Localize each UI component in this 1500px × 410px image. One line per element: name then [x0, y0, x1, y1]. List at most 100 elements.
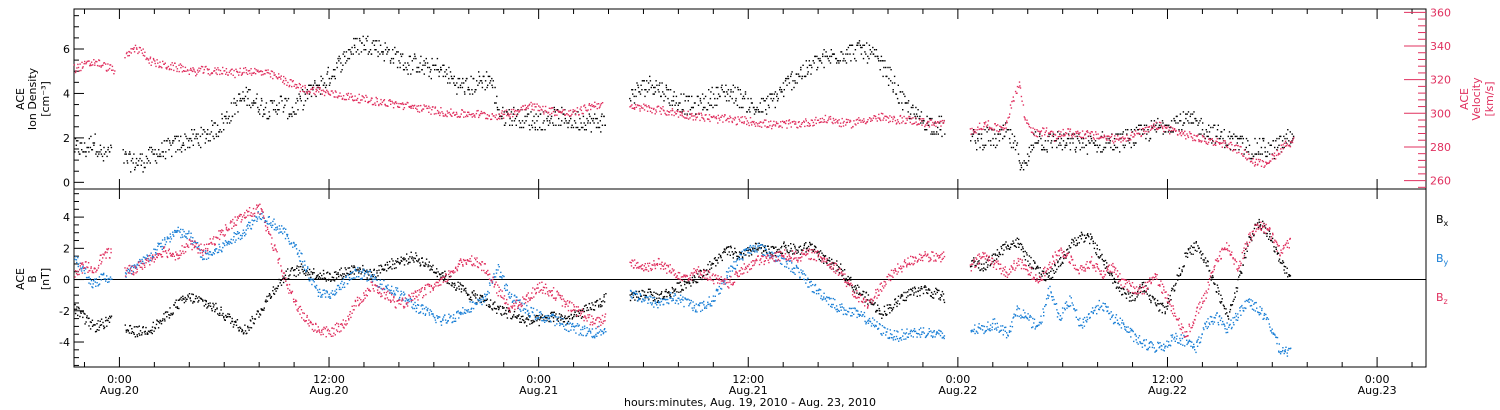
- data-point: [1281, 146, 1284, 149]
- data-point: [219, 73, 221, 76]
- data-point: [993, 259, 995, 262]
- data-point: [1072, 239, 1074, 241]
- data-point: [1199, 140, 1201, 142]
- data-point: [590, 108, 592, 111]
- data-point: [506, 114, 508, 117]
- data-point: [1173, 128, 1176, 130]
- data-point: [819, 118, 822, 120]
- data-point: [549, 122, 551, 124]
- data-point: [1049, 132, 1051, 134]
- data-point: [138, 325, 140, 327]
- data-point: [730, 91, 732, 93]
- data-point: [215, 135, 218, 138]
- data-point: [1225, 308, 1227, 310]
- data-point: [492, 302, 495, 304]
- data-point: [379, 44, 382, 46]
- data-point: [509, 124, 511, 126]
- data-point: [227, 313, 229, 315]
- data-point: [432, 106, 434, 108]
- data-point: [930, 119, 933, 121]
- data-point: [677, 116, 680, 118]
- data-point: [583, 129, 586, 131]
- data-point: [1222, 142, 1224, 144]
- data-point: [690, 115, 693, 117]
- data-point: [933, 124, 935, 127]
- data-point: [823, 49, 825, 51]
- data-point: [882, 60, 884, 62]
- data-point: [862, 57, 865, 60]
- data-point: [822, 121, 824, 123]
- data-point: [329, 273, 331, 275]
- data-point: [1230, 135, 1232, 138]
- data-point: [349, 270, 352, 273]
- data-point: [442, 275, 444, 277]
- data-point: [671, 100, 673, 102]
- data-point: [299, 97, 301, 100]
- data-point: [1270, 239, 1273, 242]
- density-tick-label: 2: [63, 132, 70, 145]
- data-point: [989, 264, 991, 267]
- data-point: [310, 95, 313, 98]
- data-point: [1042, 127, 1044, 129]
- data-point: [106, 325, 108, 327]
- data-point: [762, 97, 764, 100]
- data-point: [1126, 134, 1128, 136]
- data-point: [816, 69, 818, 71]
- data-point: [536, 103, 538, 105]
- data-point: [929, 289, 931, 291]
- data-point: [675, 113, 678, 115]
- data-point: [79, 63, 81, 65]
- data-point: [1035, 142, 1037, 144]
- data-point: [998, 251, 1000, 254]
- data-point: [236, 319, 239, 321]
- data-point: [108, 321, 111, 323]
- data-point: [1195, 117, 1197, 120]
- data-point: [342, 64, 344, 66]
- data-point: [301, 268, 303, 271]
- data-point: [407, 102, 409, 104]
- data-point: [800, 69, 802, 71]
- data-point: [631, 292, 633, 294]
- data-point: [667, 89, 670, 91]
- data-point: [92, 283, 94, 285]
- data-point: [1140, 129, 1143, 131]
- data-point: [548, 317, 551, 319]
- data-point: [126, 160, 128, 162]
- data-point: [479, 114, 481, 117]
- data-point: [96, 323, 98, 325]
- data-point: [204, 299, 206, 302]
- data-point: [749, 111, 751, 113]
- data-point: [369, 49, 372, 51]
- data-point: [826, 259, 829, 261]
- data-point: [468, 89, 470, 91]
- data-point: [296, 97, 298, 100]
- data-point: [253, 100, 255, 102]
- data-point: [1078, 140, 1080, 142]
- data-point: [246, 73, 249, 75]
- data-point: [876, 120, 878, 122]
- data-point: [98, 59, 100, 61]
- data-point: [875, 309, 878, 312]
- data-point: [473, 290, 475, 292]
- data-point: [1029, 263, 1031, 265]
- data-point: [1288, 140, 1290, 142]
- data-point: [519, 318, 521, 320]
- data-point: [894, 119, 897, 122]
- data-point: [96, 155, 99, 158]
- data-point: [1006, 120, 1008, 122]
- data-point: [756, 249, 758, 251]
- data-point: [141, 153, 143, 155]
- data-point: [518, 120, 520, 122]
- data-point: [468, 113, 470, 116]
- data-point: [522, 315, 524, 317]
- data-point: [987, 120, 990, 122]
- data-point: [1163, 306, 1166, 308]
- data-point: [1256, 142, 1258, 144]
- data-point: [1059, 142, 1061, 144]
- data-point: [925, 286, 927, 288]
- data-point: [1080, 137, 1083, 140]
- data-point: [854, 57, 856, 60]
- data-point: [491, 77, 493, 80]
- data-point: [1151, 126, 1154, 129]
- data-point: [1247, 151, 1250, 153]
